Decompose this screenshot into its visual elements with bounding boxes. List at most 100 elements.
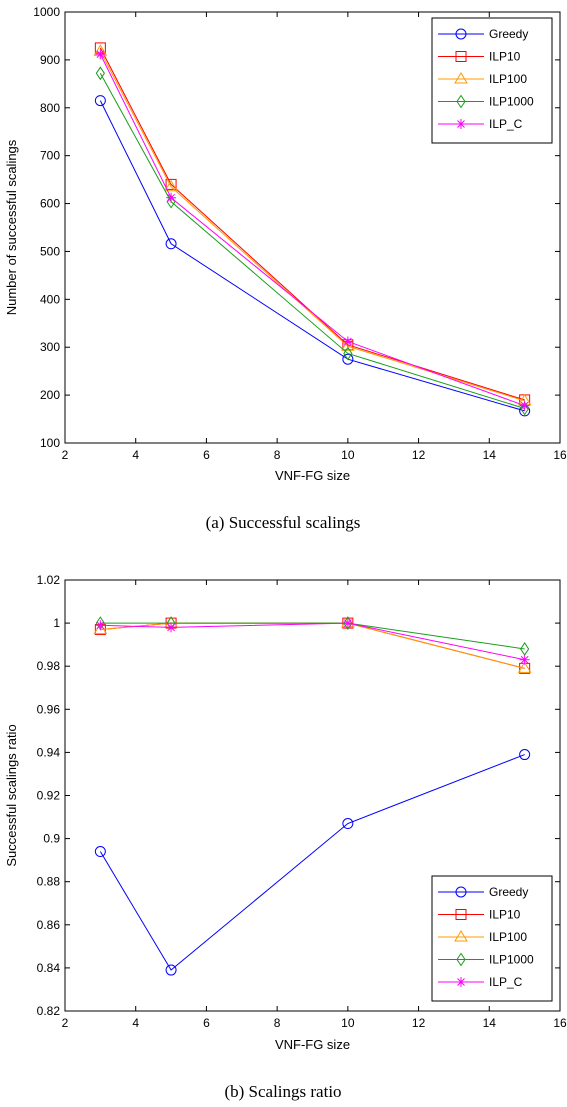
legend-item-ilp100: ILP100	[438, 72, 527, 86]
y-tick-label: 1	[53, 616, 60, 630]
y-tick-label: 0.92	[37, 789, 61, 803]
legend-box	[431, 17, 553, 144]
data-point-ilp-c	[519, 654, 530, 665]
series-greedy	[94, 95, 531, 417]
chart-b: 2 4 6 8 10 12 14 16 0.82 0.84 0.86 0.88 0.9 0.92 0.94 0…	[4, 573, 567, 1101]
x-tick-label: 6	[203, 448, 210, 462]
legend-marker	[454, 930, 468, 942]
data-point-ilp100	[164, 179, 178, 192]
y-tick-label: 500	[40, 244, 60, 258]
legend-item-ilp100: ILP100	[438, 930, 527, 944]
legend-item-ilp1000: ILP1000	[438, 95, 534, 109]
legend-marker	[455, 909, 467, 920]
data-point-ilp1000	[520, 401, 530, 416]
data-point-ilp-c	[95, 49, 106, 60]
data-point-ilp-c	[166, 622, 177, 633]
y-tick-label: 600	[40, 197, 60, 211]
legend-label: ILP1000	[489, 953, 534, 967]
legend-marker	[454, 72, 468, 84]
y-tick-label: 100	[40, 436, 60, 450]
data-point-ilp1000	[343, 346, 353, 361]
data-point-greedy	[94, 95, 106, 107]
data-point-ilp-c	[166, 192, 177, 203]
y-tick-label: 1.02	[37, 573, 61, 587]
data-point-ilp-c	[95, 620, 106, 631]
figure-caption: (b) Scalings ratio	[224, 1082, 341, 1101]
data-point-greedy	[342, 353, 354, 365]
figure-caption: (a) Successful scalings	[206, 513, 361, 532]
y-tick-label: 800	[40, 101, 60, 115]
series-line-greedy	[99, 100, 525, 412]
y-tick-label: 700	[40, 149, 60, 163]
y-tick-label: 900	[40, 53, 60, 67]
data-point-ilp10	[165, 178, 177, 190]
legend-label: ILP10	[489, 50, 521, 64]
legend: Greedy ILP10 ILP100 ILP1000 ILP_C	[431, 17, 553, 144]
x-tick-label: 16	[553, 448, 567, 462]
legend-item-greedy: Greedy	[438, 885, 528, 899]
series-ilp-c	[95, 618, 530, 665]
y-tick-label: 400	[40, 292, 60, 306]
legend-label: ILP10	[489, 908, 521, 922]
series-line-ilp10	[99, 47, 525, 401]
data-point-greedy	[94, 846, 106, 858]
x-tick-label: 6	[203, 1016, 210, 1030]
x-tick-label: 8	[274, 448, 281, 462]
y-tick-label: 200	[40, 388, 60, 402]
y-tick-label: 300	[40, 340, 60, 354]
x-tick-label: 10	[341, 1016, 355, 1030]
x-tick-label: 2	[62, 1016, 69, 1030]
legend-marker	[456, 94, 466, 109]
legend-item-greedy: Greedy	[438, 27, 528, 41]
x-axis-label: VNF-FG size	[275, 1037, 350, 1052]
x-tick-label: 14	[483, 1016, 497, 1030]
series-ilp-c	[95, 49, 530, 411]
y-tick-label: 0.86	[37, 918, 61, 932]
chart-a: 2 4 6 8 10 12 14 16 100 200 300 400 500 600 700 800 900 1…	[4, 5, 567, 532]
y-axis-label: Number of successful scalings	[4, 139, 19, 315]
x-tick-label: 4	[132, 1016, 139, 1030]
x-tick-label: 4	[132, 448, 139, 462]
series-line-ilp1000	[99, 73, 525, 409]
y-tick-label: 1000	[33, 5, 60, 19]
legend-label: ILP_C	[489, 975, 523, 989]
data-point-greedy	[519, 749, 531, 761]
legend-item-ilp-c: ILP_C	[438, 117, 523, 131]
series-line-ilp-c	[100, 622, 525, 661]
data-point-ilp100	[517, 661, 532, 673]
legend-label: ILP_C	[489, 117, 523, 131]
data-point-ilp-c	[519, 400, 530, 411]
legend-box	[431, 875, 553, 1002]
legend: Greedy ILP10 ILP100 ILP1000 ILP_C	[431, 875, 553, 1002]
legend-item-ilp10: ILP10	[438, 50, 521, 64]
legend-item-ilp10: ILP10	[438, 908, 521, 922]
y-tick-label: 0.94	[37, 745, 61, 759]
legend-label: Greedy	[489, 885, 528, 899]
series-line-ilp-c	[99, 53, 525, 407]
series-ilp10	[94, 42, 531, 406]
y-axis-label: Successful scalings ratio	[4, 724, 19, 866]
legend-label: ILP1000	[489, 95, 534, 109]
y-tick-label: 0.84	[37, 961, 61, 975]
y-tick-label: 0.88	[37, 875, 61, 889]
y-tick-label: 0.98	[37, 659, 61, 673]
legend-label: Greedy	[489, 27, 528, 41]
x-tick-label: 12	[412, 448, 426, 462]
legend-label: ILP100	[489, 72, 527, 86]
y-tick-label: 0.82	[37, 1004, 61, 1018]
y-tick-label: 0.96	[37, 702, 61, 716]
legend-marker	[455, 51, 467, 62]
x-tick-label: 10	[341, 448, 355, 462]
x-tick-label: 8	[274, 1016, 281, 1030]
legend-marker	[456, 119, 466, 129]
legend-label: ILP100	[489, 930, 527, 944]
data-point-ilp1000	[95, 66, 105, 81]
data-point-greedy	[165, 238, 177, 250]
legend-marker	[456, 952, 466, 967]
x-tick-label: 2	[62, 448, 69, 462]
data-point-ilp-c	[342, 618, 353, 629]
series-line-ilp1000	[100, 622, 525, 650]
legend-marker	[455, 886, 467, 898]
